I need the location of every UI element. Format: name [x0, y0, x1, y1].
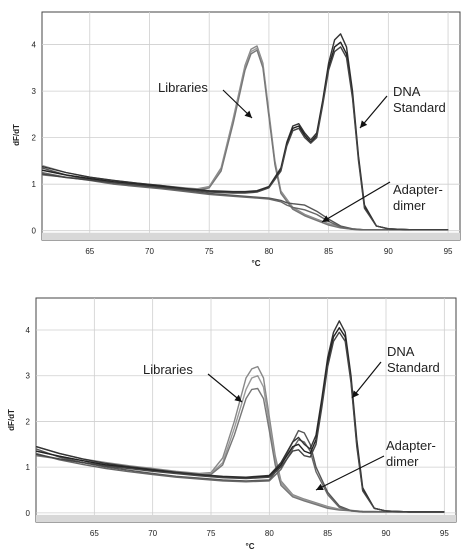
y-tick-label: 3 — [32, 87, 37, 96]
baseline-band — [42, 232, 460, 240]
series-line-dimer — [35, 439, 445, 513]
x-tick-label: 85 — [323, 529, 332, 538]
annotation-arrow-head — [360, 120, 368, 128]
annotation-libraries: Libraries — [158, 80, 208, 95]
y-tick-label: 3 — [26, 372, 31, 381]
y-tick-label: 2 — [26, 417, 31, 426]
annotation-libraries: Libraries — [143, 362, 193, 377]
x-tick-label: 70 — [145, 247, 154, 256]
baseline-band — [36, 514, 456, 522]
x-tick-label: 85 — [324, 247, 333, 256]
annotation-arrow-head — [316, 483, 324, 490]
x-tick-label: 95 — [440, 529, 449, 538]
annotation-dimer: Adapter-dimer — [393, 182, 443, 213]
y-tick-label: 1 — [26, 463, 31, 472]
annotation-arrow-head — [322, 215, 330, 222]
y-tick-label: 4 — [26, 326, 31, 335]
series-line-dimer — [41, 171, 449, 231]
series-line-libraries — [35, 365, 445, 513]
y-tick-label: 0 — [26, 509, 31, 518]
annotation-arrow-line — [351, 361, 382, 399]
annotation-arrow-head — [352, 390, 360, 398]
annotation-standard: DNA Standard — [387, 344, 440, 375]
x-tick-label: 95 — [444, 247, 453, 256]
x-tick-label: 80 — [264, 247, 273, 256]
x-tick-label: 90 — [382, 529, 391, 538]
x-axis-label: °C — [246, 542, 255, 551]
annotation-dimer: Adapter-dimer — [386, 438, 436, 469]
x-tick-label: 70 — [148, 529, 157, 538]
chart-panel-1: 65 70 75 80 85 90 95 0 1 2 3 4 °C dF/dT Libraries DNA St… — [12, 11, 461, 268]
y-tick-label: 0 — [32, 227, 37, 236]
x-tick-label: 80 — [265, 529, 274, 538]
annotation-arrow-head — [244, 110, 252, 118]
y-axis-label: dF/dT — [7, 409, 16, 431]
series-line-standard — [35, 331, 445, 513]
chart-panel-2: 65 70 75 80 85 90 95 0 1 2 3 4 °C dF/dT Libraries DNA St… — [7, 297, 457, 551]
series-line-standard — [41, 46, 449, 231]
annotation-arrow-line — [315, 455, 385, 491]
annotation-arrow-head — [234, 394, 242, 402]
x-tick-label: 90 — [384, 247, 393, 256]
y-tick-label: 2 — [32, 134, 37, 143]
x-tick-label: 65 — [85, 247, 94, 256]
plot-area — [35, 297, 457, 523]
annotation-standard: DNA Standard — [393, 84, 446, 115]
y-axis-label: dF/dT — [12, 124, 21, 146]
y-tick-label: 1 — [32, 180, 37, 189]
annotation-arrow-line — [321, 181, 391, 223]
x-tick-label: 65 — [90, 529, 99, 538]
x-axis-label: °C — [252, 259, 261, 268]
annotation-arrow-line — [207, 373, 243, 403]
x-tick-label: 75 — [205, 247, 214, 256]
y-tick-label: 4 — [32, 41, 37, 50]
x-tick-label: 75 — [207, 529, 216, 538]
